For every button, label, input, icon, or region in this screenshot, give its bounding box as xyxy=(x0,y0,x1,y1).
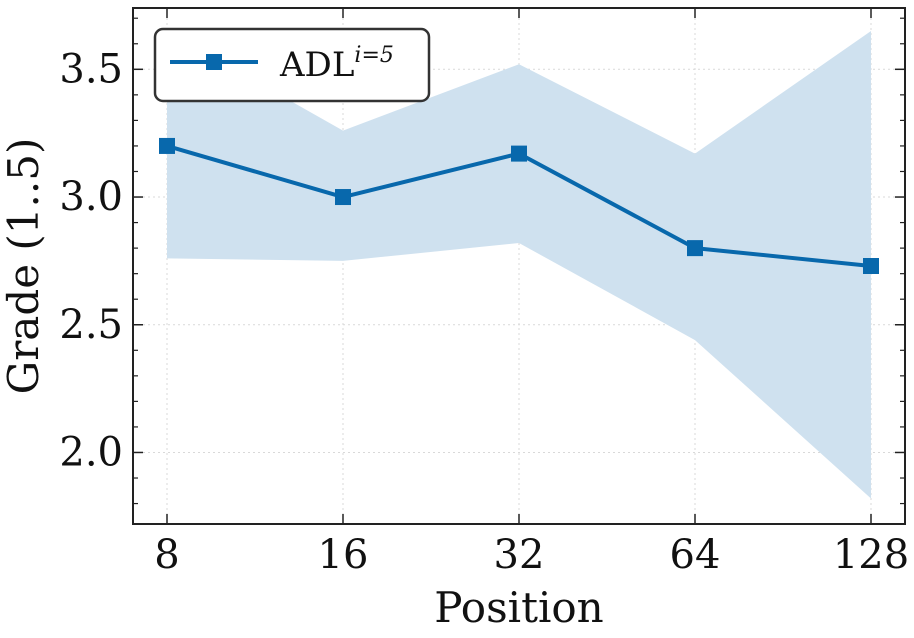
legend-series-superscript: i=5 xyxy=(354,43,393,68)
x-tick-label: 64 xyxy=(670,532,721,578)
confidence-band-layer xyxy=(167,30,871,499)
x-tick-label: 16 xyxy=(318,532,369,578)
y-tick-label: 3.5 xyxy=(59,46,123,92)
x-tick-label: 128 xyxy=(833,532,909,578)
x-tick-label: 32 xyxy=(494,532,545,578)
series-markers xyxy=(159,137,879,274)
data-point-marker xyxy=(687,240,703,257)
y-tick-label: 2.0 xyxy=(59,429,123,475)
confidence-band xyxy=(167,30,871,499)
legend: ADLi=5 xyxy=(153,27,431,103)
legend-label: ADLi=5 xyxy=(279,43,394,85)
y-tick-label: 2.5 xyxy=(59,302,123,348)
x-tick-label: 8 xyxy=(154,532,179,578)
axis-ticks xyxy=(133,8,905,524)
x-axis-label: Position xyxy=(434,583,603,632)
data-point-marker xyxy=(159,137,175,154)
legend-marker-square xyxy=(206,54,222,70)
data-point-marker xyxy=(335,189,351,206)
y-tick-label: 3.0 xyxy=(59,174,123,220)
legend-series-name: ADL xyxy=(279,45,354,85)
data-point-marker xyxy=(511,145,527,162)
data-point-marker xyxy=(863,258,879,274)
y-tick-labels: 2.0 2.5 3.0 3.5 xyxy=(59,46,123,475)
legend-box xyxy=(153,27,431,103)
x-tick-labels: 8 16 32 64 128 xyxy=(154,532,909,578)
y-axis-label: Grade (1..5) xyxy=(0,138,48,395)
plot-frame xyxy=(132,7,906,525)
